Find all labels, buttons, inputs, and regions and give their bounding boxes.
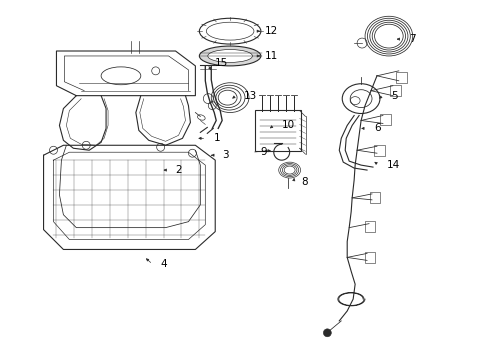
Text: 6: 6: [373, 123, 380, 134]
Text: 2: 2: [175, 165, 182, 175]
Text: 5: 5: [390, 91, 397, 101]
Text: 12: 12: [264, 26, 278, 36]
Circle shape: [188, 149, 196, 157]
Circle shape: [49, 146, 57, 154]
Ellipse shape: [199, 46, 260, 66]
Ellipse shape: [207, 50, 252, 62]
Circle shape: [82, 141, 90, 149]
Text: 7: 7: [408, 34, 414, 44]
Circle shape: [156, 143, 164, 151]
Text: 3: 3: [222, 150, 228, 160]
Text: 11: 11: [264, 51, 278, 61]
Text: 15: 15: [215, 58, 228, 68]
Text: 9: 9: [259, 147, 266, 157]
Text: 10: 10: [281, 121, 294, 130]
Text: 1: 1: [214, 133, 221, 143]
Text: 4: 4: [161, 259, 167, 269]
Text: 13: 13: [244, 91, 257, 101]
Circle shape: [323, 329, 331, 337]
Text: 8: 8: [301, 177, 307, 187]
Text: 14: 14: [386, 160, 399, 170]
